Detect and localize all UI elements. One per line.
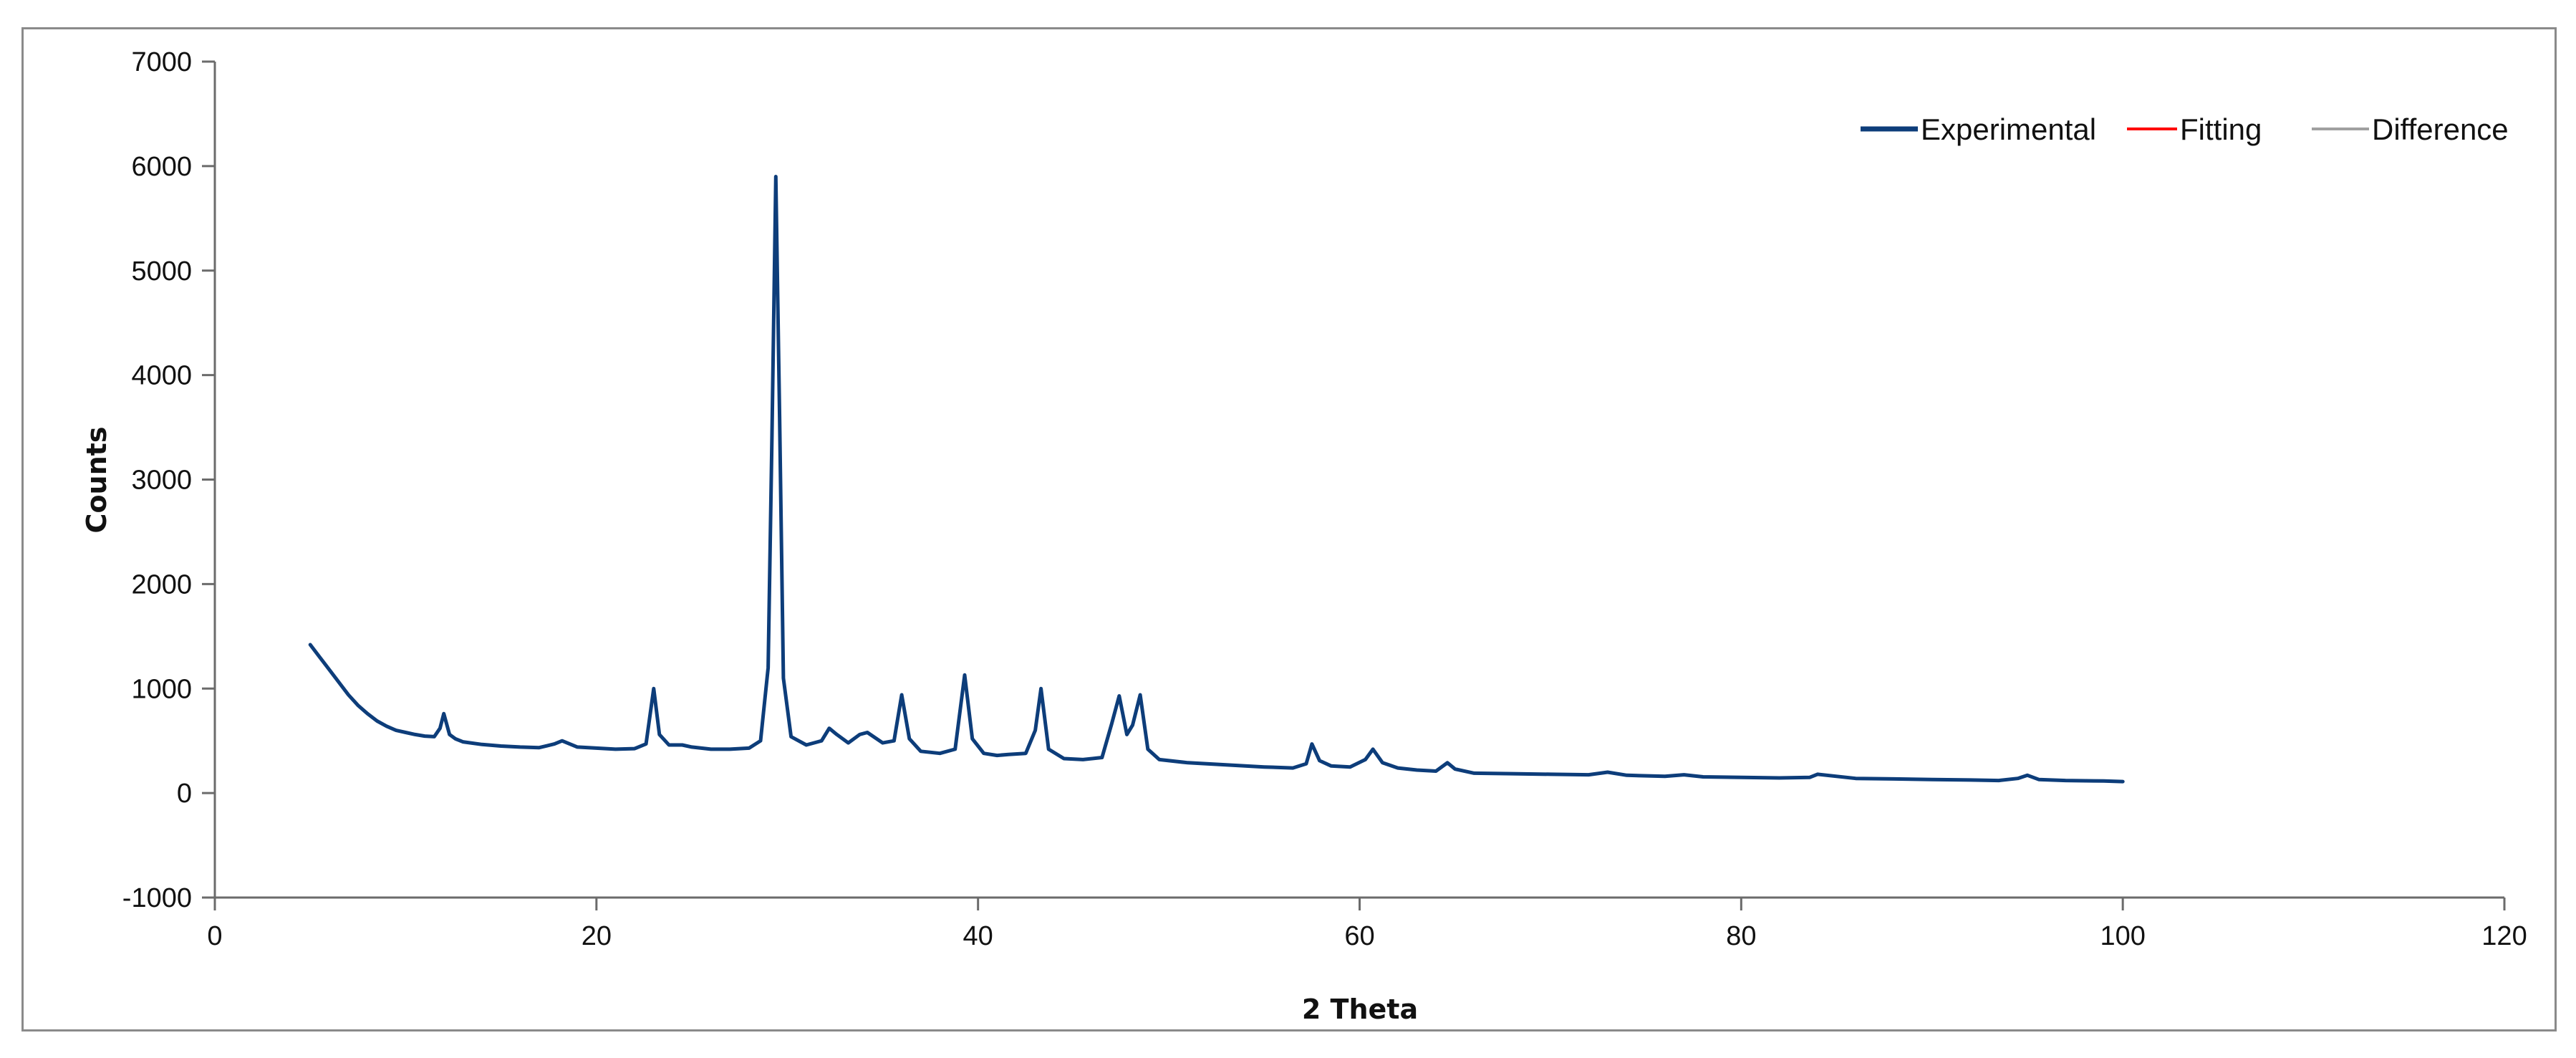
x-tick-label: 100	[2100, 921, 2145, 951]
axes	[202, 60, 2506, 910]
legend-label-experimental: Experimental	[1921, 112, 2096, 146]
x-tick-label: 40	[963, 921, 993, 951]
x-axis-label: 2 Theta	[1302, 994, 1418, 1025]
y-tick-label: 1000	[131, 674, 192, 704]
y-tick-label: 2000	[131, 569, 192, 600]
tick-labels: -1000 0 1000 2000 3000 4000 5000 6000 7000 0 20 40 6…	[122, 47, 2527, 951]
y-tick-label: 0	[177, 779, 192, 809]
y-tick-label: 6000	[131, 152, 192, 182]
series-line-experimental	[308, 175, 2125, 784]
y-tick-label: 5000	[131, 256, 192, 287]
legend-label-difference: Difference	[2372, 112, 2509, 146]
chart-frame	[21, 27, 2557, 1031]
x-tick-label: 60	[1344, 921, 1374, 951]
x-tick-label: 20	[582, 921, 612, 951]
x-tick-label: 120	[2481, 921, 2527, 951]
y-tick-label: 4000	[131, 361, 192, 391]
x-tick-label: 80	[1726, 921, 1756, 951]
legend-label-fitting: Fitting	[2180, 112, 2262, 146]
legend: Experimental Fitting Difference	[1861, 112, 2509, 146]
y-tick-label: 7000	[131, 47, 192, 77]
y-tick-label: 3000	[131, 466, 192, 496]
y-axis-label: Counts	[81, 427, 112, 534]
y-tick-label: -1000	[122, 883, 192, 913]
plot-area	[308, 175, 2125, 784]
x-tick-label: 0	[207, 921, 222, 951]
